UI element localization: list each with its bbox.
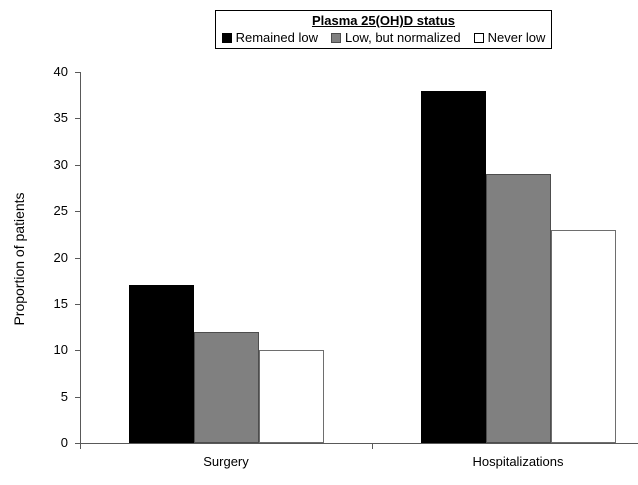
legend-item-remained-low: Remained low (221, 29, 318, 47)
y-tick-mark (75, 396, 80, 398)
y-axis-line (80, 72, 81, 443)
bar-low-but-normalized-hospitalizations (485, 174, 551, 443)
y-tick-label: 0 (60, 435, 68, 450)
bar-remained-low-surgery (128, 285, 194, 443)
bar-never-low-surgery (258, 350, 324, 443)
y-tick-label: 15 (53, 295, 68, 311)
y-tick-label: 30 (53, 156, 68, 172)
y-tick-mark (75, 118, 80, 120)
bar-remained-low-hospitalizations (420, 90, 486, 443)
bar-low-but-normalized-surgery (193, 331, 259, 443)
x-tick-mark (372, 444, 373, 449)
legend-label: Low, but normalized (344, 30, 461, 45)
y-tick-mark (75, 164, 80, 166)
y-tick-label: 10 (53, 342, 68, 358)
y-axis-title: Proportion of patients (11, 192, 27, 326)
y-tick-label: 20 (53, 249, 68, 265)
y-tick-mark (75, 443, 80, 444)
y-tick-label: 35 (53, 110, 68, 126)
y-tick-label: 40 (53, 64, 68, 79)
y-tick-mark (75, 350, 80, 352)
legend-label: Never low (487, 30, 546, 45)
legend: Plasma 25(OH)D status Remained low Low, b… (215, 10, 552, 49)
x-category-label-hospitalizations: Hospitalizations (472, 454, 564, 469)
legend-label: Remained low (235, 30, 318, 45)
y-tick-label: 25 (53, 203, 68, 219)
y-tick-label: 5 (60, 388, 68, 404)
legend-item-low-but-normalized: Low, but normalized (330, 29, 461, 47)
y-tick-mark (75, 257, 80, 259)
x-tick-mark (80, 444, 81, 449)
y-tick-mark (75, 303, 80, 305)
x-axis-line (80, 443, 638, 444)
y-tick-mark (75, 211, 80, 213)
legend-items: Remained low Low, but normalized Never low (221, 29, 546, 47)
bar-never-low-hospitalizations (550, 229, 616, 443)
legend-swatch-remained-low (221, 33, 232, 43)
legend-swatch-low-but-normalized (330, 33, 341, 43)
legend-swatch-never-low (473, 33, 484, 43)
legend-item-never-low: Never low (473, 29, 546, 47)
legend-title: Plasma 25(OH)D status (311, 13, 456, 28)
y-tick-mark (75, 72, 80, 73)
x-category-label-surgery: Surgery (203, 454, 249, 469)
